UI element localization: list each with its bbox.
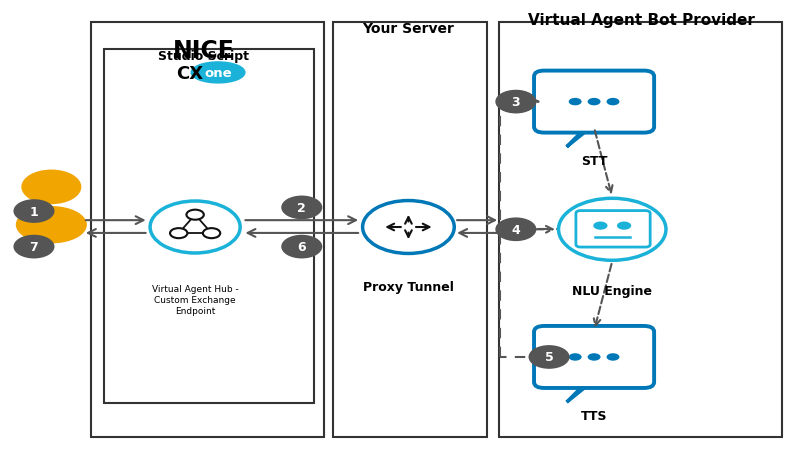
Ellipse shape [16, 207, 87, 244]
Text: Studio Script: Studio Script [158, 50, 250, 62]
Text: CX: CX [176, 65, 203, 83]
Text: 4: 4 [511, 223, 521, 236]
Text: 1: 1 [29, 205, 39, 218]
Text: TTS: TTS [581, 410, 608, 423]
Circle shape [559, 199, 666, 261]
Circle shape [607, 354, 619, 361]
Circle shape [13, 200, 55, 223]
Bar [333, 23, 487, 437]
Text: NLU Engine: NLU Engine [572, 284, 653, 298]
Circle shape [203, 229, 220, 239]
Circle shape [569, 99, 581, 106]
Text: 5: 5 [544, 351, 554, 364]
FancyBboxPatch shape [534, 71, 654, 133]
Text: Virtual Agent Bot Provider: Virtual Agent Bot Provider [528, 13, 755, 27]
Circle shape [150, 202, 240, 253]
Circle shape [617, 222, 631, 230]
Circle shape [607, 99, 619, 106]
Text: STT: STT [581, 155, 608, 168]
Circle shape [529, 345, 570, 369]
Text: 6: 6 [298, 241, 306, 253]
Bar [499, 23, 782, 437]
Polygon shape [566, 127, 592, 147]
Circle shape [569, 354, 581, 361]
Circle shape [281, 196, 322, 220]
Text: 2: 2 [297, 202, 307, 214]
Ellipse shape [191, 63, 245, 84]
FancyBboxPatch shape [534, 326, 654, 388]
Circle shape [186, 210, 204, 220]
Circle shape [170, 229, 187, 239]
Text: one: one [205, 67, 231, 80]
Circle shape [588, 354, 600, 361]
Text: 7: 7 [29, 241, 39, 253]
Circle shape [588, 99, 600, 106]
Circle shape [363, 201, 454, 254]
Circle shape [593, 222, 608, 230]
FancyBboxPatch shape [576, 211, 650, 248]
Text: Your Server: Your Server [363, 22, 454, 36]
Circle shape [21, 170, 81, 205]
Text: 3: 3 [512, 96, 520, 109]
Text: Proxy Tunnel: Proxy Tunnel [363, 281, 454, 294]
Circle shape [495, 218, 536, 242]
Text: NICE: NICE [173, 39, 235, 63]
Bar [91, 23, 324, 437]
Circle shape [13, 235, 55, 259]
Text: Virtual Agent Hub -
Custom Exchange
Endpoint: Virtual Agent Hub - Custom Exchange Endp… [152, 284, 239, 315]
Bar [104, 50, 314, 403]
Circle shape [281, 235, 322, 259]
Polygon shape [566, 382, 592, 402]
Circle shape [495, 91, 536, 114]
